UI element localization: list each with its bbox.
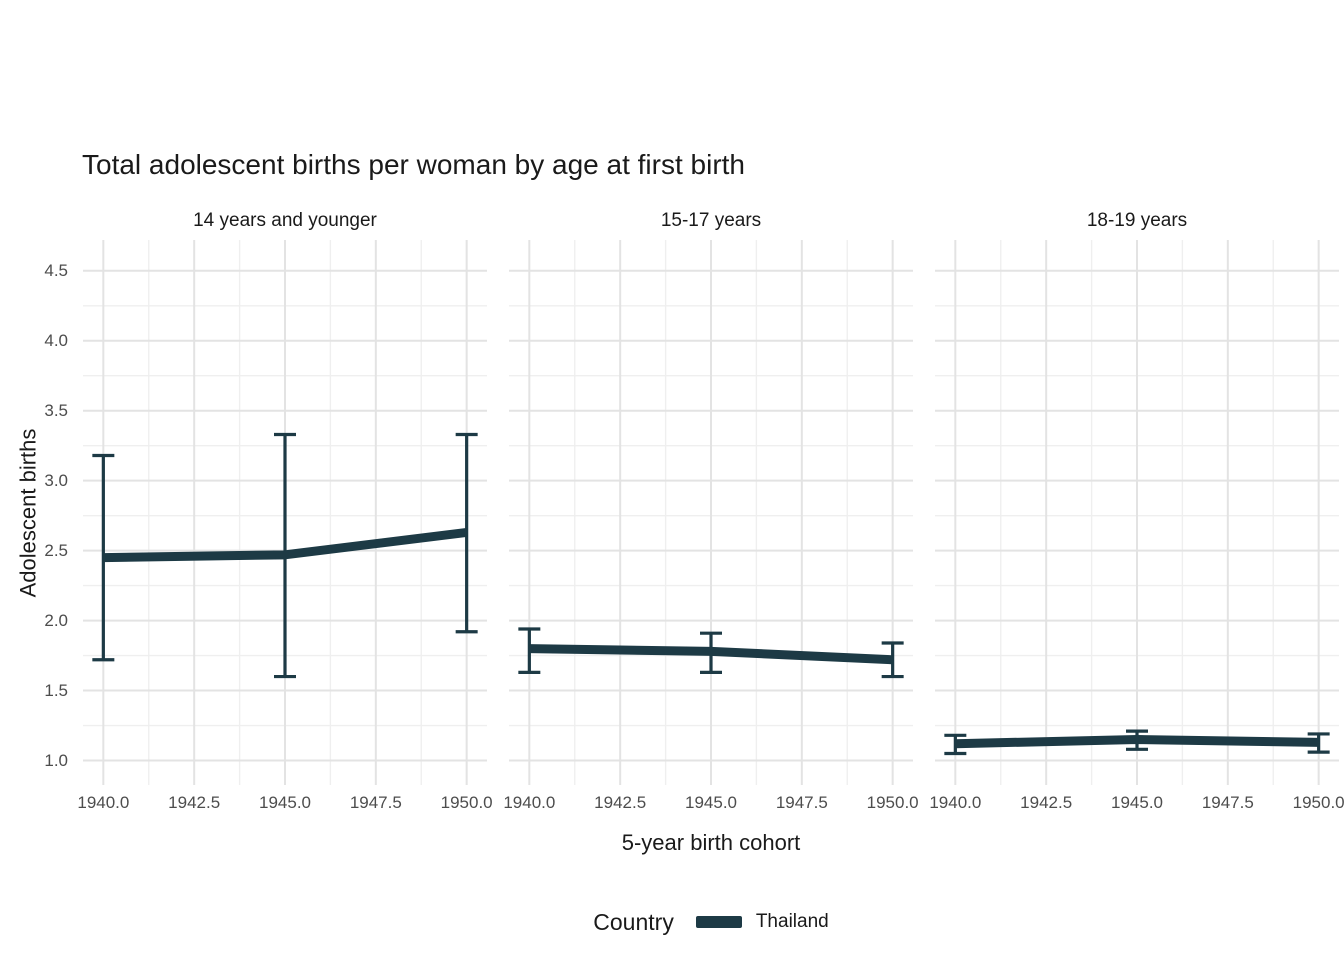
- y-tick-label: 1.0: [44, 750, 68, 770]
- facet-strip-label: 18-19 years: [1086, 210, 1188, 231]
- y-tick-label: 2.0: [44, 610, 68, 630]
- facet-strip-label: 14 years and younger: [193, 210, 377, 231]
- x-tick-label: 1940.0: [503, 793, 556, 812]
- chart-title: Total adolescent births per woman by age…: [82, 149, 746, 180]
- x-axis-title: 5-year birth cohort: [621, 830, 801, 855]
- legend-title: Country: [593, 908, 674, 935]
- y-tick-label: 3.0: [44, 470, 68, 490]
- x-tick-label: 1947.5: [775, 793, 828, 812]
- legend-key-swatch: [695, 916, 742, 928]
- facet-panel: [509, 240, 913, 785]
- x-tick-label: 1940.0: [77, 793, 130, 812]
- x-tick-label: 1950.0: [866, 793, 919, 812]
- x-tick-label: 1945.0: [1111, 793, 1163, 812]
- y-tick-label: 1.5: [44, 680, 68, 700]
- trend-line: [103, 527, 468, 563]
- x-tick-label: 1947.5: [1201, 793, 1254, 812]
- x-tick-label: 1950.0: [440, 793, 493, 812]
- x-tick-label: 1942.5: [1020, 793, 1073, 812]
- y-tick-label: 4.5: [44, 260, 68, 280]
- y-tick-label: 2.5: [44, 540, 68, 560]
- y-tick-label: 4.0: [44, 330, 68, 350]
- error-bar: [1307, 732, 1330, 754]
- x-tick-label: 1945.0: [685, 793, 737, 812]
- error-bar: [92, 453, 115, 662]
- plot-area: 14 years and younger 1940.0 1942.5 1945.0 19…: [77, 210, 1344, 812]
- trend-line: [529, 644, 893, 665]
- y-tick-label: 3.5: [44, 400, 68, 420]
- facet-strip-label: 15-17 years: [660, 210, 762, 231]
- x-tick-label: 1950.0: [1292, 793, 1344, 812]
- x-tick-label: 1945.0: [259, 793, 311, 812]
- trend-line: [955, 735, 1319, 749]
- y-axis-tick-labels: 1.0 1.5 2.0 2.5 3.0 3.5 4.0 4.5: [0, 240, 68, 785]
- x-tick-label: 1940.0: [929, 793, 982, 812]
- error-bar: [944, 733, 967, 756]
- x-tick-label: 1947.5: [349, 793, 402, 812]
- x-tick-label: 1942.5: [168, 793, 221, 812]
- legend: Country Thailand: [83, 902, 1339, 942]
- facet-panel: [83, 240, 487, 785]
- legend-entry-label: Thailand: [755, 911, 829, 932]
- x-tick-label: 1942.5: [594, 793, 647, 812]
- facet-panel: [935, 240, 1339, 785]
